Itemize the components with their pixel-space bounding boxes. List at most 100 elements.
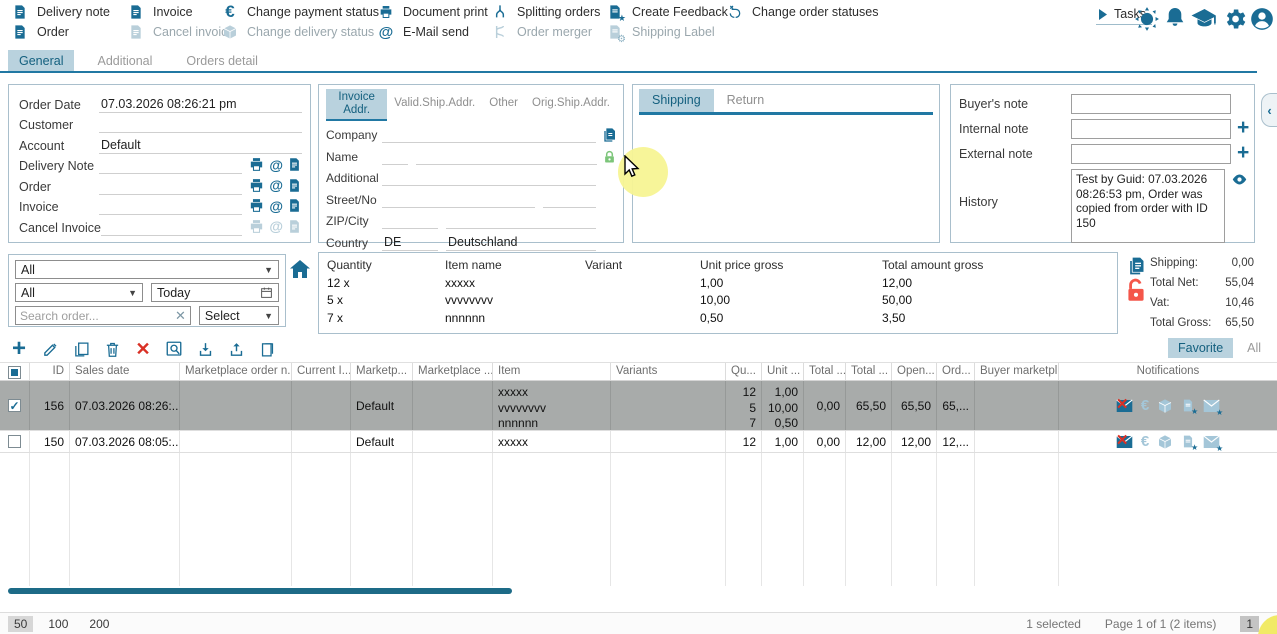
invoice-action[interactable]: Invoice — [128, 2, 193, 22]
add-order-button[interactable]: + — [8, 338, 30, 360]
account-icon[interactable] — [1249, 6, 1275, 32]
order-action[interactable]: Order — [12, 22, 69, 42]
search-document-button[interactable] — [163, 338, 185, 360]
row-checkbox[interactable]: ✓ — [0, 381, 30, 430]
date-filter-select[interactable]: Today — [151, 283, 279, 302]
edit-order-button[interactable] — [39, 338, 61, 360]
col-id[interactable]: ID — [30, 363, 70, 380]
document-icon[interactable] — [287, 156, 302, 173]
page-number-button[interactable]: 1 — [1240, 616, 1259, 632]
home-icon[interactable] — [288, 257, 312, 281]
invoice-input[interactable] — [99, 198, 242, 215]
delivery-note-input[interactable] — [99, 157, 242, 174]
col-quantity[interactable]: Qu... — [726, 363, 762, 380]
col-unit-price[interactable]: Unit ... — [762, 363, 804, 380]
col-sales-date[interactable]: Sales date — [70, 363, 180, 380]
copy-address-icon[interactable] — [601, 127, 617, 143]
splitting-orders-action[interactable]: Splitting orders — [492, 2, 600, 22]
print-icon[interactable] — [248, 197, 265, 214]
order-search-input[interactable] — [20, 309, 175, 323]
document-star-notification-icon[interactable]: ★ — [1181, 398, 1195, 413]
tab-general[interactable]: General — [8, 50, 74, 73]
tab-orig-ship-address[interactable]: Orig.Ship.Addr. — [525, 89, 617, 119]
document-icon[interactable] — [287, 177, 302, 194]
col-ordered[interactable]: Ord... — [937, 363, 975, 380]
package-notification-icon[interactable] — [1157, 434, 1173, 450]
collapse-panel-handle[interactable]: ‹ — [1261, 93, 1277, 127]
last-name-input[interactable] — [416, 148, 597, 165]
order-row-156[interactable]: ✓ 156 07.03.2026 08:26:... Default xxxxx… — [0, 381, 1277, 431]
col-buyer-marketplace[interactable]: Buyer marketpl — [975, 363, 1059, 380]
country-code-input[interactable] — [382, 234, 438, 251]
col-variants[interactable]: Variants — [611, 363, 726, 380]
tab-return[interactable]: Return — [714, 89, 778, 112]
add-internal-note-icon[interactable]: + — [1237, 119, 1249, 137]
change-payment-status-action[interactable]: € Change payment status — [222, 2, 379, 22]
print-icon[interactable] — [248, 177, 265, 194]
change-delivery-status-action[interactable]: Change delivery status — [222, 22, 374, 42]
type-filter-select[interactable]: All▼ — [15, 283, 143, 302]
first-name-input[interactable] — [382, 148, 408, 165]
copy-order-button[interactable] — [70, 338, 92, 360]
email-send-action[interactable]: @ E-Mail send — [378, 22, 469, 42]
shipping-label-action[interactable]: ⚙ Shipping Label — [607, 22, 715, 42]
delete-order-button[interactable] — [101, 338, 123, 360]
change-order-statuses-action[interactable]: Change order statuses — [727, 2, 878, 22]
academy-cap-icon[interactable] — [1190, 6, 1219, 30]
col-total[interactable]: Total ... — [846, 363, 892, 380]
col-item[interactable]: Item — [493, 363, 611, 380]
col-current[interactable]: Current I... — [292, 363, 351, 380]
col-marketplace-1[interactable]: Marketp... — [351, 363, 413, 380]
tab-invoice-address[interactable]: Invoice Addr. — [326, 89, 387, 119]
view-tab-all[interactable]: All — [1237, 338, 1271, 358]
page-size-50[interactable]: 50 — [8, 616, 33, 632]
lock-icon[interactable] — [602, 150, 617, 165]
email-icon[interactable]: @ — [269, 156, 283, 173]
internal-note-input[interactable] — [1071, 119, 1231, 139]
col-marketplace-order-no[interactable]: Marketplace order n... — [180, 363, 292, 380]
additional-input[interactable] — [382, 169, 596, 186]
clear-search-icon[interactable]: ✕ — [175, 308, 186, 324]
select-filter[interactable]: Select▼ — [199, 306, 279, 325]
order-input[interactable] — [99, 178, 242, 195]
street-input[interactable] — [382, 191, 535, 208]
tab-shipping[interactable]: Shipping — [639, 89, 714, 112]
tab-other-address[interactable]: Other — [482, 89, 525, 119]
street-number-input[interactable] — [543, 191, 597, 208]
package-notification-icon[interactable] — [1157, 398, 1173, 414]
cancel-invoice-input[interactable] — [101, 219, 242, 236]
col-total-shipping[interactable]: Total ... — [804, 363, 846, 380]
tab-orders-detail[interactable]: Orders detail — [175, 50, 269, 73]
sun-badge-icon[interactable] — [1134, 6, 1160, 32]
col-marketplace-2[interactable]: Marketplace ... — [413, 363, 493, 380]
col-open[interactable]: Open... — [892, 363, 937, 380]
paste-button[interactable] — [256, 338, 278, 360]
select-all-checkbox[interactable] — [0, 363, 30, 380]
euro-notification-icon[interactable]: € — [1141, 397, 1149, 414]
status-filter-select[interactable]: All▼ — [15, 260, 279, 279]
company-input[interactable] — [382, 126, 596, 143]
export-button[interactable] — [225, 338, 247, 360]
tab-additional[interactable]: Additional — [86, 50, 163, 73]
document-star-notification-icon[interactable]: ★ — [1181, 434, 1195, 449]
create-feedback-action[interactable]: ★ Create Feedback — [607, 2, 728, 22]
eye-icon[interactable] — [1231, 171, 1248, 188]
country-name-input[interactable] — [446, 234, 596, 251]
add-external-note-icon[interactable]: + — [1237, 144, 1249, 162]
order-date-input[interactable] — [99, 96, 302, 113]
view-tab-favorite[interactable]: Favorite — [1168, 338, 1233, 358]
cancel-order-button[interactable]: ✕ — [132, 338, 154, 360]
row-checkbox[interactable] — [0, 431, 30, 452]
page-size-200[interactable]: 200 — [83, 616, 115, 632]
email-icon[interactable]: @ — [269, 177, 283, 194]
city-input[interactable] — [446, 212, 596, 229]
email-blocked-icon[interactable]: ✕ — [1116, 435, 1133, 449]
order-merger-action[interactable]: Order merger — [492, 22, 592, 42]
horizontal-scrollbar[interactable] — [8, 588, 512, 594]
email-icon[interactable]: @ — [269, 197, 283, 214]
document-icon[interactable] — [287, 197, 302, 214]
email-blocked-icon[interactable]: ✕ — [1116, 399, 1133, 413]
account-input[interactable] — [99, 137, 302, 154]
euro-notification-icon[interactable]: € — [1141, 433, 1149, 450]
buyers-note-input[interactable] — [1071, 94, 1231, 114]
